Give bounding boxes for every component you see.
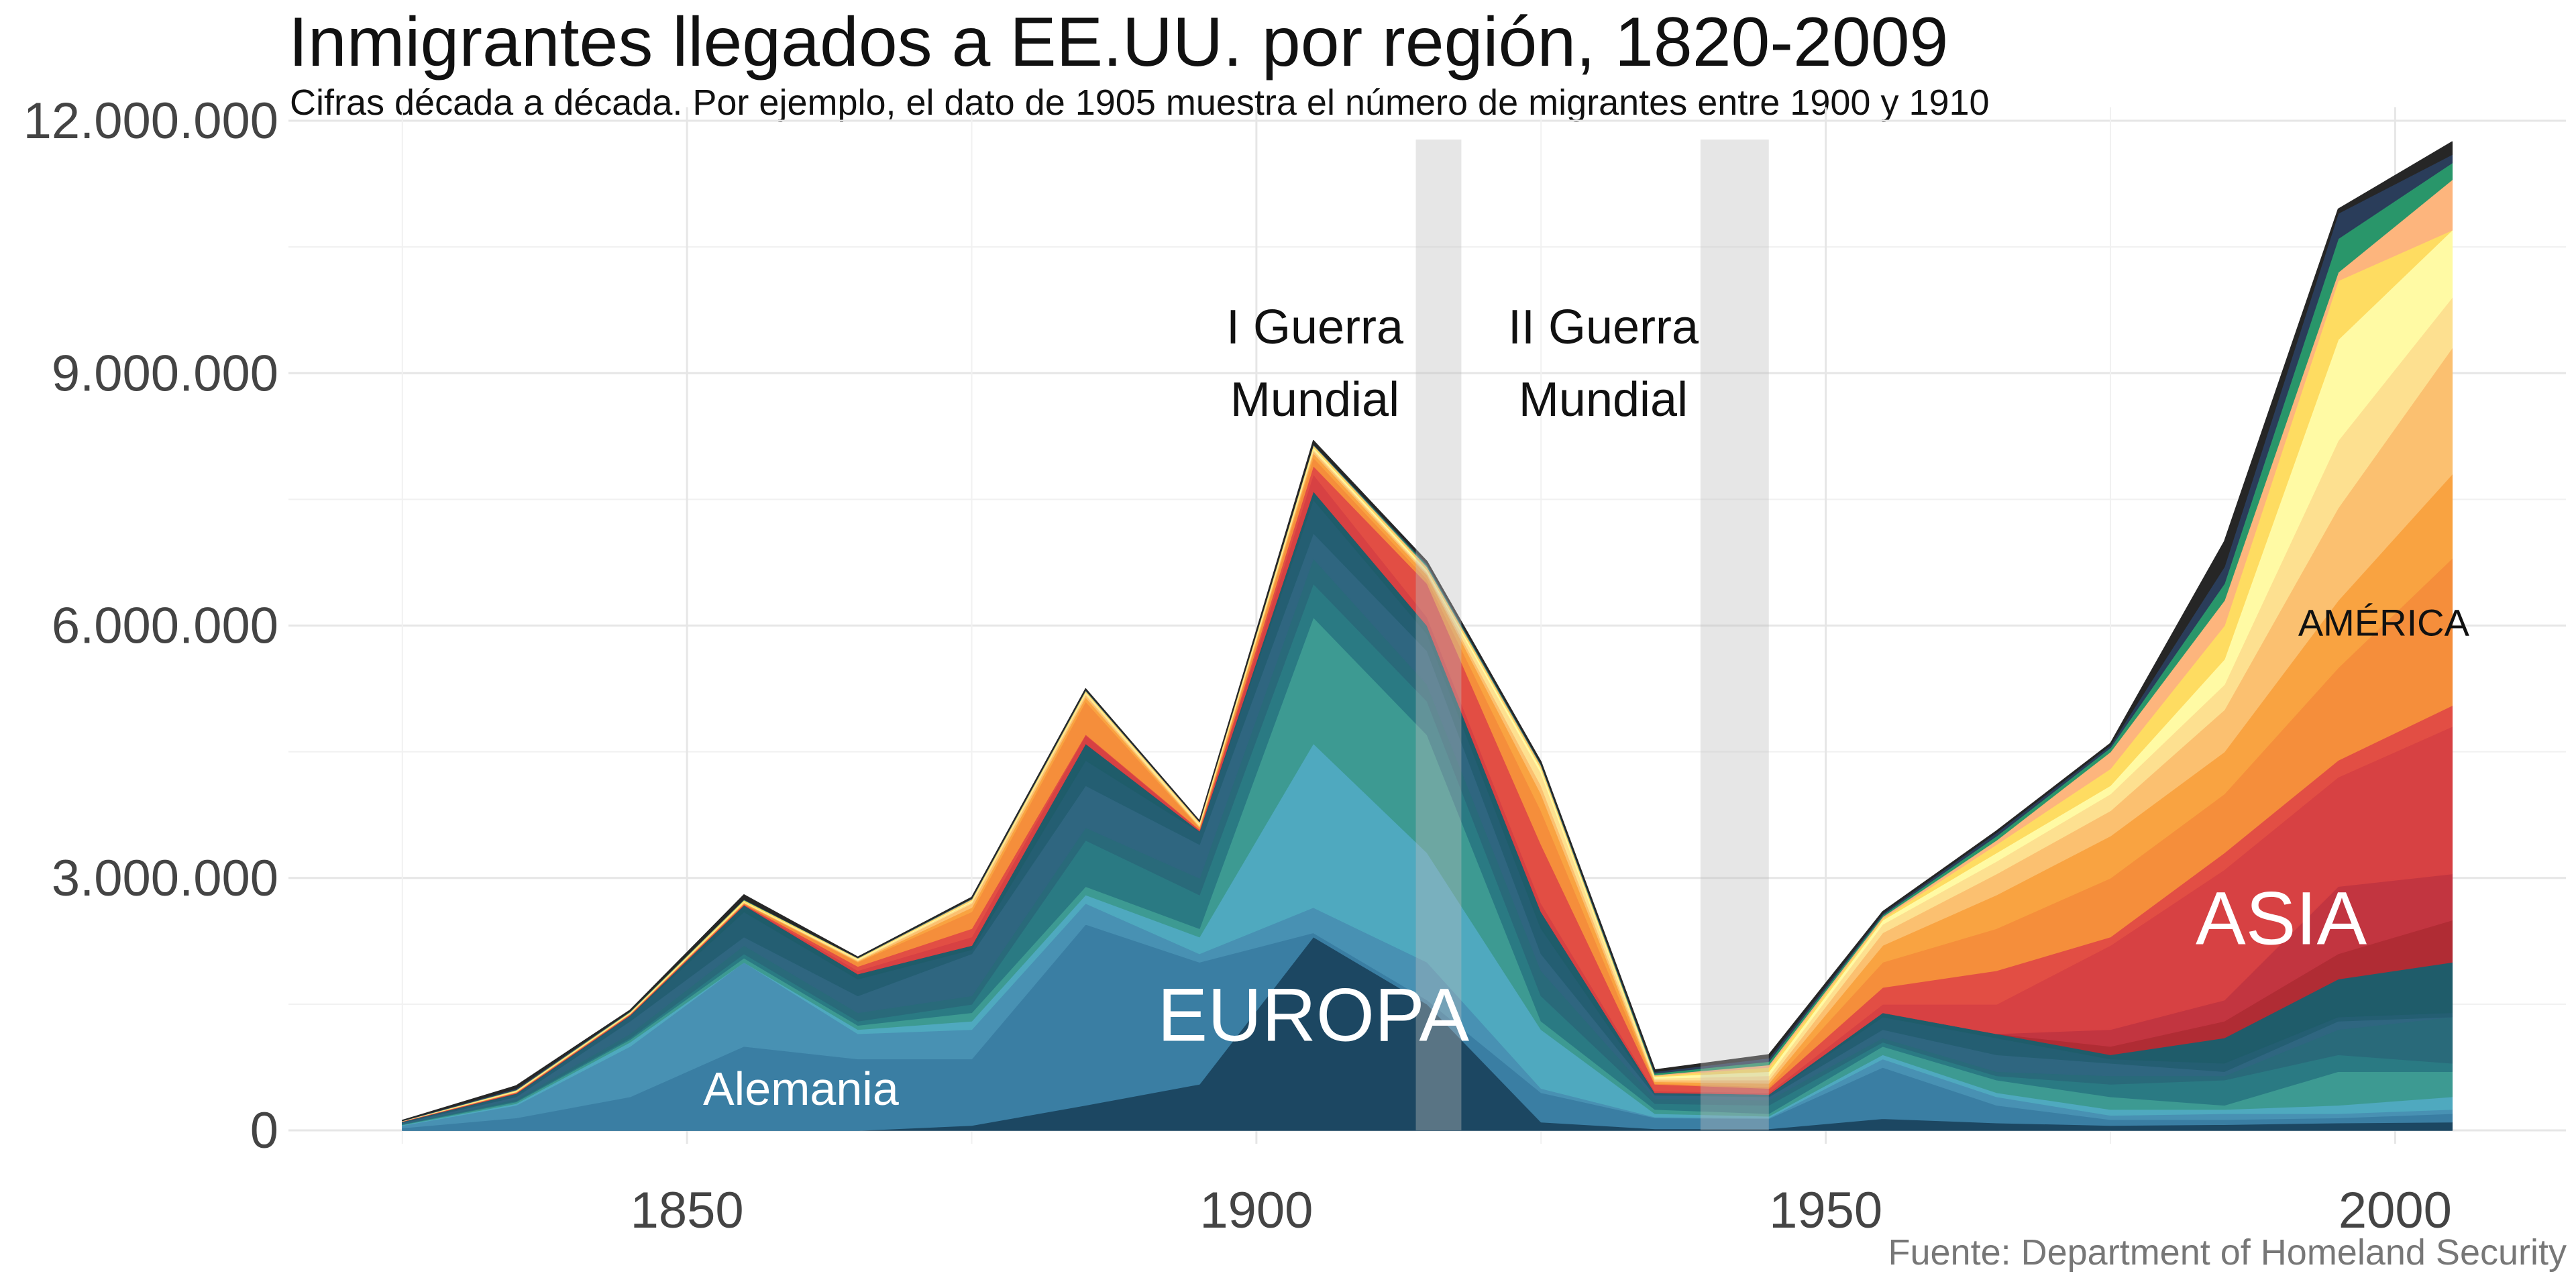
y-tick-label: 3.000.000 xyxy=(52,850,278,907)
chart-subtitle: Cifras década a década. Por ejemplo, el … xyxy=(290,83,1990,123)
y-tick-label: 6.000.000 xyxy=(52,598,278,655)
x-tick-label: 1950 xyxy=(1769,1182,1882,1239)
war-bands: I Guerra Mundial II Guerra Mundial xyxy=(1226,140,1769,1130)
chart-source: Fuente: Department of Homeland Security xyxy=(1888,1232,2567,1273)
war-label-2-line-2: Mundial xyxy=(1519,373,1688,427)
war-band-2 xyxy=(1700,140,1769,1130)
war-label-2-line-1: II Guerra xyxy=(1508,301,1699,354)
annotation-europa: EUROPA xyxy=(1157,973,1469,1057)
war-band-1 xyxy=(1415,140,1462,1130)
y-tick-label: 9.000.000 xyxy=(52,345,278,402)
annotation-asia: ASIA xyxy=(2196,876,2367,960)
annotations: EUROPA Alemania ASIA AMÉRICA xyxy=(703,601,2470,1115)
chart-title: Inmigrantes llegados a EE.UU. por región… xyxy=(288,3,1949,81)
area-layers xyxy=(402,141,2453,1131)
war-label-1-line-1: I Guerra xyxy=(1226,301,1404,354)
x-tick-label: 1900 xyxy=(1199,1182,1313,1239)
y-tick-label: 0 xyxy=(250,1102,278,1159)
war-label-1-line-2: Mundial xyxy=(1230,373,1399,427)
area-layer-24 xyxy=(402,141,2453,1121)
y-tick-label: 12.000.000 xyxy=(23,93,278,150)
annotation-américa: AMÉRICA xyxy=(2298,601,2470,643)
x-tick-label: 1850 xyxy=(631,1182,744,1239)
annotation-alemania: Alemania xyxy=(703,1063,899,1115)
axes: 0 3.000.000 6.000.000 9.000.000 12.000.000 18… xyxy=(23,93,2452,1239)
x-tick-label: 2000 xyxy=(2339,1182,2452,1239)
